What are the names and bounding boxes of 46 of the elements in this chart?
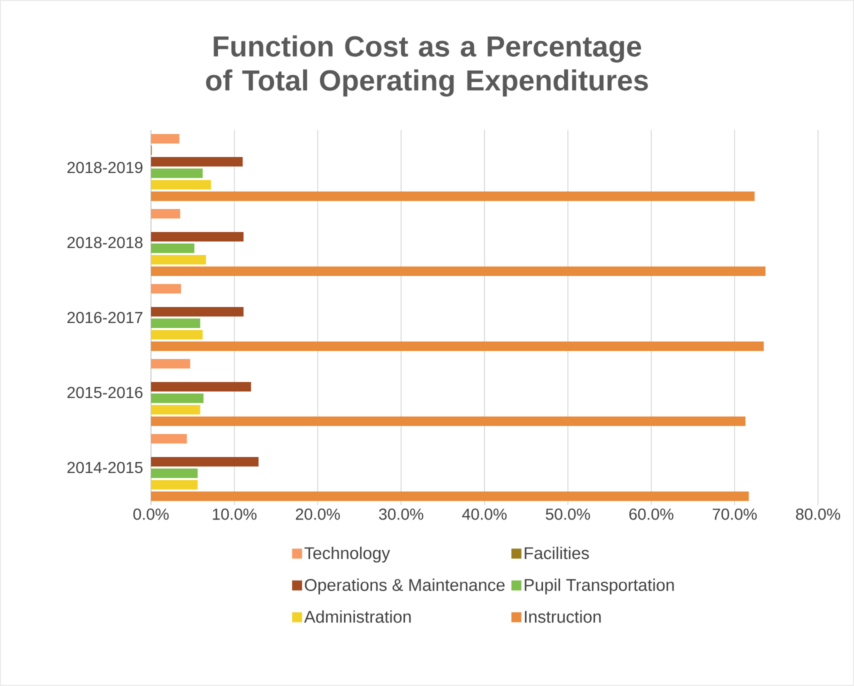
bar: [151, 434, 187, 444]
y-tick-label: 2018-2018: [67, 236, 142, 248]
bar: [151, 156, 243, 166]
legend-label: Pupil Transportation: [524, 578, 674, 594]
x-tick-label: 40.0%: [462, 508, 507, 520]
x-tick-label: 70.0%: [712, 508, 757, 520]
bar: [151, 480, 198, 490]
bar: [151, 382, 252, 392]
legend-label: Technology: [304, 546, 390, 563]
bar: [151, 416, 746, 426]
bar: [151, 244, 194, 253]
bar: [151, 492, 749, 501]
bar: [151, 192, 755, 201]
bar: [151, 255, 206, 264]
legend-label: Instruction: [524, 610, 601, 623]
bar: [151, 266, 766, 276]
x-tick-label: 60.0%: [629, 508, 674, 520]
x-tick-label: 10.0%: [212, 508, 256, 520]
bar: [151, 284, 182, 294]
bar: [151, 168, 203, 178]
x-tick-label: 20.0%: [296, 508, 340, 520]
y-tick-label: 2018-2019: [67, 162, 142, 174]
bar: [151, 468, 198, 478]
x-tick-label: 30.0%: [379, 508, 424, 520]
bar: [151, 318, 200, 328]
legend-label: Administration: [304, 610, 411, 623]
bar: [151, 330, 203, 340]
bar: [151, 134, 180, 144]
x-tick-label: 80.0%: [796, 508, 840, 520]
y-tick-label: 2015-2016: [67, 386, 142, 398]
bar: [151, 359, 190, 368]
y-tick-label: 2014-2015: [67, 462, 143, 474]
bar: [151, 306, 244, 316]
legend-label: Facilities: [524, 546, 589, 560]
x-tick-label: 50.0%: [546, 508, 590, 520]
bar: [151, 180, 212, 190]
bar: [151, 342, 764, 351]
chart-title: Function Cost as a Percentage of Total Operating Expenditures: [206, 35, 648, 97]
bar: [151, 232, 244, 242]
bar: [151, 457, 259, 466]
bar: [151, 405, 200, 414]
bar: [151, 394, 204, 403]
bar: [151, 209, 180, 218]
legend-label: Operations & Maintenance: [304, 578, 505, 594]
x-tick-label: 0.0%: [133, 508, 169, 520]
y-tick-label: 2016-2017: [67, 312, 142, 324]
